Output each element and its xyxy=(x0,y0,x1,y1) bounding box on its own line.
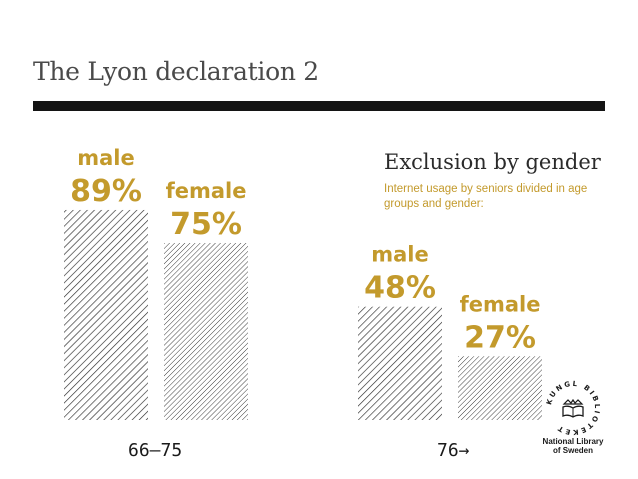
bar-male-76 xyxy=(358,306,442,420)
bar-male-66-75 xyxy=(64,209,148,420)
series-label-female-66-75: female xyxy=(166,179,247,203)
value-label-female-76: 27% xyxy=(464,320,536,355)
book-crown-icon xyxy=(562,398,584,418)
value-label-male-76: 48% xyxy=(364,271,436,306)
value-label-female-66-75: 75% xyxy=(170,207,242,242)
logo-name-line2: of Sweden xyxy=(552,446,593,455)
bar-female-66-75 xyxy=(164,243,248,420)
logo-name-line1: National Library xyxy=(542,437,604,446)
chart-heading: Exclusion by gender xyxy=(384,150,601,174)
bar-female-76 xyxy=(458,356,542,420)
series-label-male-66-75: male xyxy=(77,146,135,170)
series-label-female-76: female xyxy=(460,292,541,316)
category-label-76: 76→ xyxy=(437,440,470,461)
slide-title: The Lyon declaration 2 xyxy=(33,57,319,86)
library-logo-icon: KUNGL BIBLIOTEKET xyxy=(545,380,599,436)
logo-name: National Library of Sweden xyxy=(538,437,608,455)
chart-subheading: Internet usage by seniors divided in age… xyxy=(384,183,588,210)
series-label-male-76: male xyxy=(371,243,429,267)
title-rule xyxy=(33,101,605,111)
value-label-male-66-75: 89% xyxy=(70,174,142,209)
category-label-66-75: 66–75 xyxy=(128,440,183,461)
